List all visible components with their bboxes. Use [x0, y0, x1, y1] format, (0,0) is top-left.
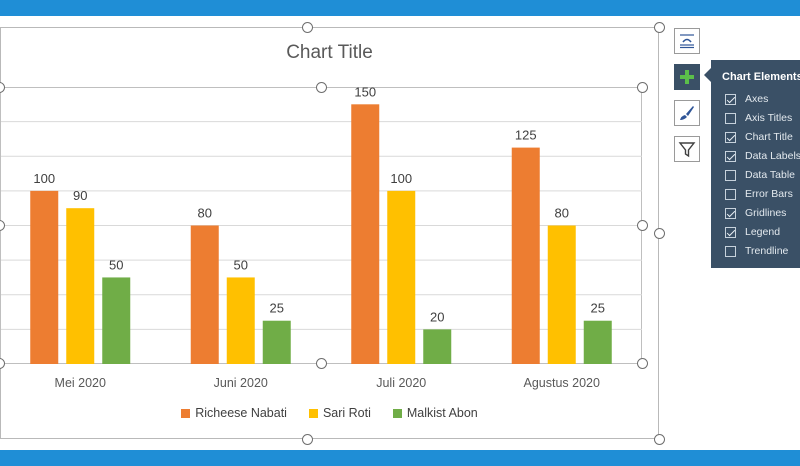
- flyout-pointer: [704, 67, 712, 83]
- bar[interactable]: [30, 190, 59, 364]
- chart-element-label: Error Bars: [745, 188, 793, 200]
- data-label[interactable]: 20: [430, 309, 444, 324]
- chart-element-option[interactable]: Data Table: [725, 167, 795, 183]
- plot-area-handle-top-middle[interactable]: [316, 82, 327, 93]
- checkbox[interactable]: [725, 226, 736, 238]
- bar[interactable]: [226, 277, 255, 364]
- data-label[interactable]: 50: [109, 257, 123, 272]
- chart-elements-button[interactable]: [674, 64, 700, 90]
- chart-legend[interactable]: Richeese Nabati Sari Roti Malkist Abon: [0, 406, 659, 420]
- x-tick-label[interactable]: Juli 2020: [376, 376, 426, 390]
- chart-element-label: Trendline: [745, 245, 789, 257]
- chart-area-handle-middle-right[interactable]: [654, 228, 665, 239]
- chart-area-handle-bottom-right[interactable]: [654, 434, 665, 445]
- x-tick-label[interactable]: Agustus 2020: [524, 376, 600, 390]
- plus-icon: [680, 70, 694, 84]
- chart-element-option[interactable]: Axes: [725, 91, 768, 107]
- plot-area-handle-bottom-right[interactable]: [637, 358, 648, 369]
- legend-label: Malkist Abon: [406, 406, 478, 420]
- bar[interactable]: [66, 208, 95, 364]
- chart-styles-button[interactable]: [674, 100, 700, 126]
- bottom-status-band: [0, 450, 800, 466]
- bar[interactable]: [262, 320, 291, 364]
- chart-element-label: Gridlines: [745, 207, 787, 219]
- data-label[interactable]: 80: [198, 206, 212, 221]
- data-label[interactable]: 90: [73, 188, 87, 203]
- chart-element-option[interactable]: Gridlines: [725, 205, 786, 221]
- bar[interactable]: [583, 320, 612, 364]
- plot-area-handle-top-right[interactable]: [637, 82, 648, 93]
- chart-element-option[interactable]: Trendline: [725, 243, 788, 259]
- chart-area-handle-top-right[interactable]: [654, 22, 665, 33]
- bar[interactable]: [190, 225, 219, 365]
- checkbox[interactable]: [725, 112, 736, 124]
- layout-options-icon: [680, 34, 694, 49]
- checkbox[interactable]: [725, 150, 736, 162]
- checkbox[interactable]: [725, 188, 736, 200]
- legend-swatch: [392, 408, 402, 418]
- chart-filters-button[interactable]: [674, 136, 700, 162]
- layout-options-button[interactable]: [674, 28, 700, 54]
- plot-area-handle-bottom-middle[interactable]: [316, 358, 327, 369]
- chart-element-label: Legend: [745, 226, 781, 238]
- data-label[interactable]: 25: [270, 301, 284, 316]
- chart-element-label: Chart Title: [745, 131, 793, 143]
- chart-svg: 100 90 50 80 50 25 150 100 20 125 80 25 Mei 2020 Jun…: [1, 84, 642, 390]
- chart-element-label: Data Table: [745, 169, 796, 181]
- bar[interactable]: [102, 277, 131, 364]
- x-tick-label[interactable]: Mei 2020: [55, 376, 106, 390]
- chart-element-option[interactable]: Legend: [725, 224, 780, 240]
- paintbrush-icon: [680, 106, 694, 120]
- legend-label: Richeese Nabati: [195, 406, 287, 420]
- legend-item[interactable]: Sari Roti: [308, 406, 371, 420]
- bar[interactable]: [511, 147, 540, 364]
- chart-title[interactable]: Chart Title: [286, 42, 373, 63]
- bar[interactable]: [351, 104, 380, 364]
- x-tick-label[interactable]: Juni 2020: [214, 376, 268, 390]
- chart-element-option[interactable]: Axis Titles: [725, 110, 792, 126]
- checkbox[interactable]: [725, 207, 736, 219]
- top-ribbon-band: [0, 0, 800, 16]
- chart-element-label: Data Labels: [745, 150, 800, 162]
- plot-area-handle-middle-right[interactable]: [637, 220, 648, 231]
- data-label[interactable]: 100: [390, 171, 412, 186]
- filter-icon: [678, 142, 696, 158]
- data-label[interactable]: 125: [515, 128, 537, 143]
- data-label[interactable]: 100: [33, 171, 55, 186]
- chart-area-handle-top-middle[interactable]: [302, 22, 313, 33]
- legend-label: Sari Roti: [322, 406, 371, 420]
- legend-swatch: [181, 408, 191, 418]
- chart-element-option[interactable]: Data Labels: [725, 148, 800, 164]
- chart-element-label: Axes: [745, 93, 769, 105]
- legend-item[interactable]: Malkist Abon: [392, 406, 478, 420]
- checkbox[interactable]: [725, 245, 736, 257]
- chart-element-option[interactable]: Error Bars: [725, 186, 793, 202]
- chart-area-handle-bottom-middle[interactable]: [302, 434, 313, 445]
- data-label[interactable]: 50: [234, 257, 248, 272]
- chart-elements-title: Chart Elements: [722, 71, 800, 83]
- legend-item[interactable]: Richeese Nabati: [181, 406, 287, 420]
- bar[interactable]: [547, 225, 576, 365]
- chart-element-label: Axis Titles: [745, 112, 793, 124]
- data-label[interactable]: 25: [591, 301, 605, 316]
- bar[interactable]: [423, 329, 452, 364]
- data-label[interactable]: 150: [354, 84, 376, 99]
- chart-element-option[interactable]: Chart Title: [725, 129, 793, 145]
- bar[interactable]: [387, 190, 416, 364]
- checkbox[interactable]: [725, 169, 736, 181]
- checkbox[interactable]: [725, 131, 736, 143]
- legend-swatch: [308, 408, 318, 418]
- checkbox[interactable]: [725, 93, 736, 105]
- data-label[interactable]: 80: [555, 206, 569, 221]
